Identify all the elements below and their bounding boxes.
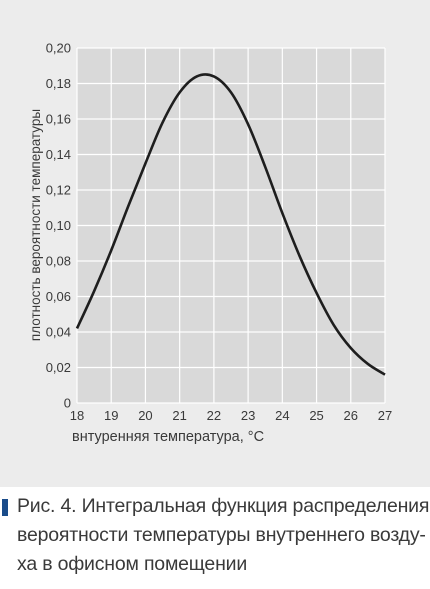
y-tick-label: 0,16 bbox=[46, 112, 71, 127]
x-tick-label: 26 bbox=[344, 408, 358, 423]
caption-line-2: вероятности температуры внутреннего возд… bbox=[17, 524, 426, 546]
x-tick-label: 20 bbox=[138, 408, 152, 423]
density-curve bbox=[75, 73, 386, 376]
y-tick-label: 0,10 bbox=[46, 218, 71, 233]
y-tick-label: 0 bbox=[64, 396, 71, 411]
x-tick-label: 25 bbox=[309, 408, 323, 423]
y-tick-label: 0,06 bbox=[46, 289, 71, 304]
probability-density-chart: 0 0,02 0,04 0,06 0,08 0,10 0,12 0,14 0,16 0,18 0,2… bbox=[28, 41, 392, 446]
x-tick-label: 27 bbox=[378, 408, 392, 423]
x-tick-label: 23 bbox=[241, 408, 255, 423]
x-tick-label: 24 bbox=[275, 408, 289, 423]
caption-line-3: ха в офисном помещении bbox=[17, 553, 248, 575]
y-tick-label: 0,18 bbox=[46, 76, 71, 91]
y-tick-label: 0,12 bbox=[46, 183, 71, 198]
x-tick-labels: 18 19 20 21 22 23 24 25 26 27 bbox=[70, 408, 392, 423]
grid bbox=[76, 47, 386, 404]
y-axis-label: плотность вероятности температуры bbox=[28, 109, 43, 341]
y-tick-labels: 0 0,02 0,04 0,06 0,08 0,10 0,12 0,14 0,16 0,18 0,2… bbox=[46, 41, 71, 411]
x-tick-label: 19 bbox=[104, 408, 118, 423]
x-tick-label: 22 bbox=[207, 408, 221, 423]
y-tick-label: 0,04 bbox=[46, 325, 71, 340]
x-tick-label: 18 bbox=[70, 408, 84, 423]
y-tick-label: 0,20 bbox=[46, 41, 71, 56]
x-axis-label: внтуренняя температура, °С bbox=[72, 429, 264, 445]
x-tick-label: 21 bbox=[172, 408, 186, 423]
figure-caption: Рис. 4. Интегральная функция распределен… bbox=[0, 492, 430, 589]
caption-line-1: Рис. 4. Интегральная функция распределен… bbox=[17, 495, 430, 517]
y-tick-label: 0,14 bbox=[46, 147, 71, 162]
y-tick-label: 0,02 bbox=[46, 360, 71, 375]
caption-text: Рис. 4. Интегральная функция распределен… bbox=[17, 492, 430, 579]
caption-marker bbox=[2, 499, 8, 516]
y-tick-label: 0,08 bbox=[46, 254, 71, 269]
